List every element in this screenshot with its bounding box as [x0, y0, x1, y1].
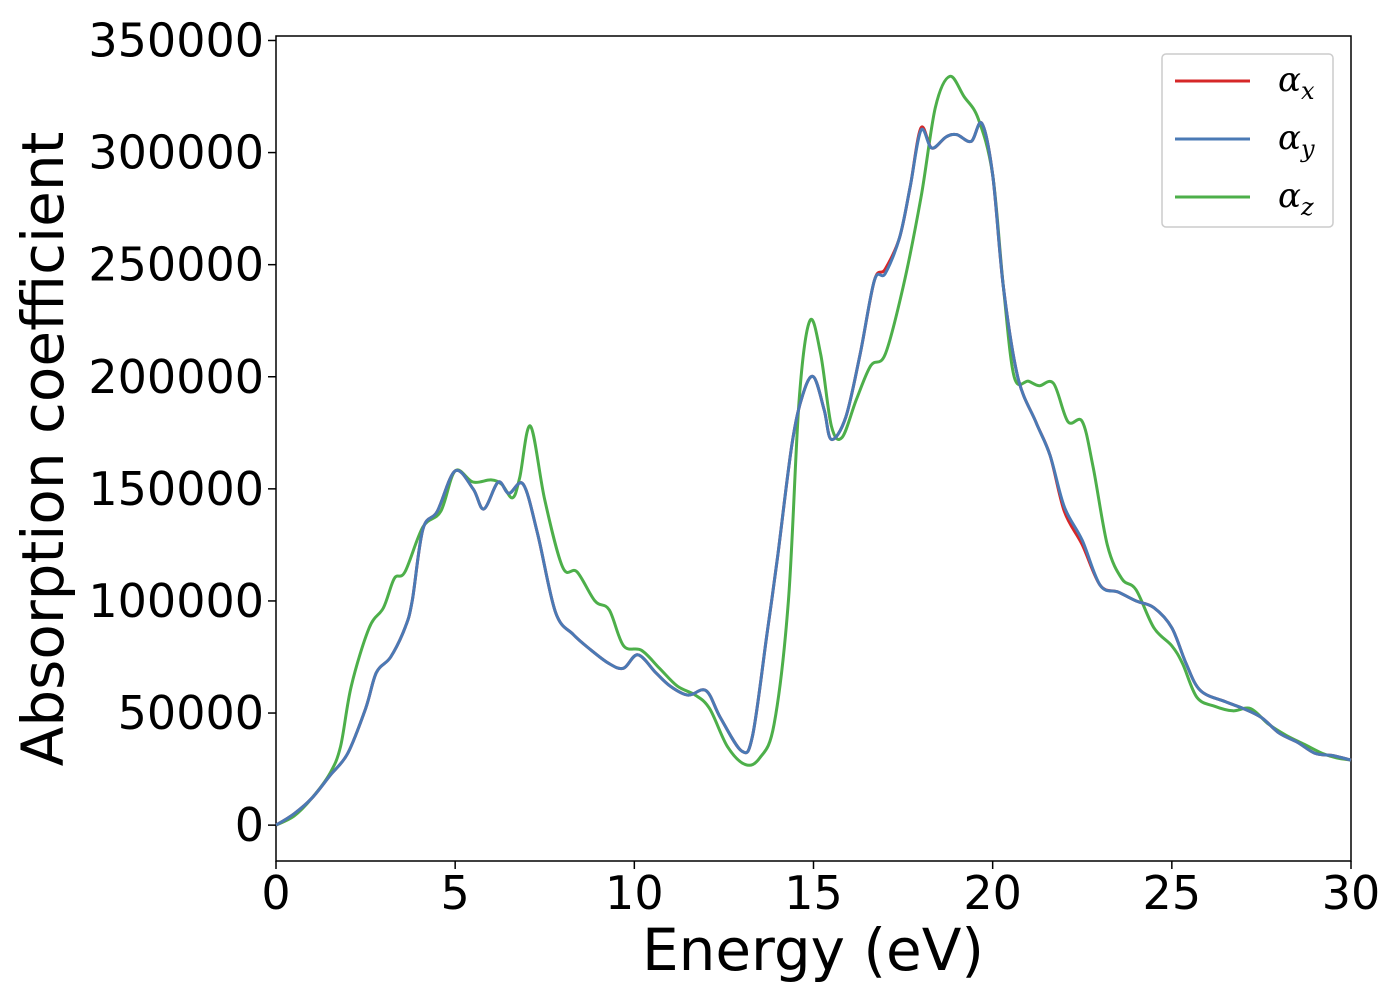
- y-axis-label: Absorption coefficient: [9, 132, 77, 767]
- series-line-alpha-x: [275, 120, 1352, 827]
- y-tick-label: 50000: [118, 686, 264, 740]
- x-tick-label: 5: [441, 866, 470, 920]
- legend-label-alpha-z: αz: [1278, 176, 1314, 221]
- x-tick-label: 15: [784, 866, 843, 920]
- x-axis-ticks: 0 5 10 15 20 25 30: [261, 861, 1380, 920]
- y-tick-label: 200000: [88, 350, 264, 404]
- series-layer: [275, 74, 1352, 827]
- legend-label-alpha-x: αx: [1278, 60, 1315, 105]
- y-tick-label: 300000: [88, 126, 264, 180]
- x-tick-label: 30: [1322, 866, 1381, 920]
- y-axis-ticks: 0 50000 100000 150000 200000 250000 300000 3500…: [88, 13, 276, 852]
- y-tick-label: 350000: [88, 13, 264, 67]
- y-tick-label: 150000: [88, 462, 264, 516]
- x-tick-label: 25: [1143, 866, 1202, 920]
- x-tick-label: 10: [605, 866, 664, 920]
- y-tick-label: 100000: [88, 574, 264, 628]
- legend-label-alpha-y: αy: [1278, 118, 1315, 163]
- y-tick-label: 0: [235, 798, 264, 852]
- x-tick-label: 20: [963, 866, 1022, 920]
- y-tick-label: 250000: [88, 238, 264, 292]
- x-tick-label: 0: [261, 866, 290, 920]
- x-axis-label: Energy (eV): [642, 916, 984, 984]
- series-line-alpha-y: [275, 120, 1352, 827]
- legend: αx αy αz: [1161, 53, 1334, 228]
